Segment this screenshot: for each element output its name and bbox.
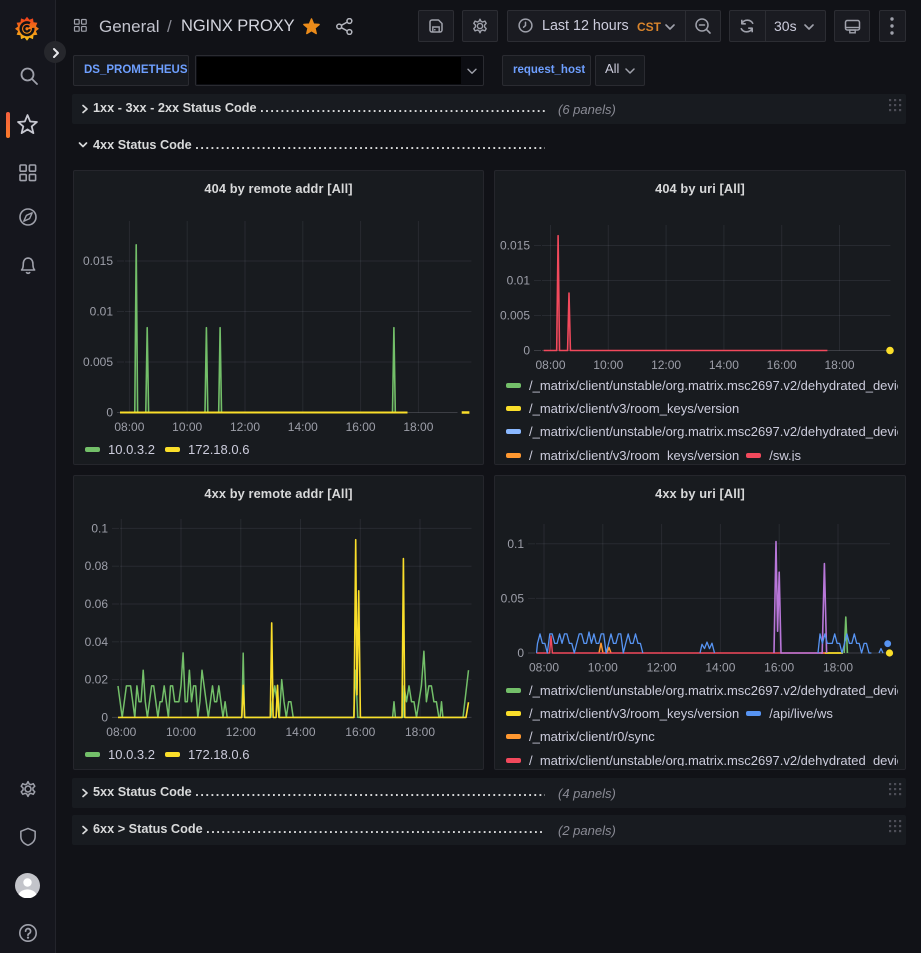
svg-text:12:00: 12:00 (226, 725, 256, 739)
svg-text:18:00: 18:00 (823, 661, 853, 675)
svg-text:0.08: 0.08 (85, 559, 109, 573)
svg-text:12:00: 12:00 (651, 358, 681, 372)
svg-text:14:00: 14:00 (285, 725, 315, 739)
svg-text:0: 0 (517, 646, 524, 660)
svg-text:14:00: 14:00 (709, 358, 739, 372)
svg-text:16:00: 16:00 (764, 661, 794, 675)
svg-text:0: 0 (101, 710, 108, 724)
svg-text:08:00: 08:00 (114, 420, 144, 434)
svg-text:0.015: 0.015 (83, 254, 113, 268)
svg-text:0.01: 0.01 (507, 274, 531, 288)
svg-text:18:00: 18:00 (405, 725, 435, 739)
svg-text:16:00: 16:00 (345, 725, 375, 739)
svg-text:12:00: 12:00 (647, 661, 677, 675)
svg-text:0: 0 (523, 344, 530, 358)
svg-text:0.005: 0.005 (500, 309, 530, 323)
svg-text:16:00: 16:00 (346, 420, 376, 434)
svg-text:0.1: 0.1 (91, 521, 108, 535)
svg-text:12:00: 12:00 (230, 420, 260, 434)
svg-text:10:00: 10:00 (588, 661, 618, 675)
svg-text:0.015: 0.015 (500, 239, 530, 253)
svg-text:16:00: 16:00 (767, 358, 797, 372)
svg-text:0.005: 0.005 (83, 355, 113, 369)
svg-text:08:00: 08:00 (535, 358, 565, 372)
svg-text:0.06: 0.06 (85, 597, 109, 611)
svg-text:08:00: 08:00 (106, 725, 136, 739)
svg-text:18:00: 18:00 (824, 358, 854, 372)
svg-text:08:00: 08:00 (529, 661, 559, 675)
svg-text:0: 0 (106, 406, 113, 420)
svg-text:0.05: 0.05 (501, 591, 525, 605)
svg-text:0.02: 0.02 (85, 673, 109, 687)
svg-text:0.1: 0.1 (507, 537, 524, 551)
svg-text:10:00: 10:00 (166, 725, 196, 739)
svg-text:14:00: 14:00 (288, 420, 318, 434)
svg-text:10:00: 10:00 (172, 420, 202, 434)
svg-text:18:00: 18:00 (403, 420, 433, 434)
svg-text:0.01: 0.01 (90, 305, 114, 319)
svg-text:14:00: 14:00 (705, 661, 735, 675)
svg-text:0.04: 0.04 (85, 635, 109, 649)
svg-text:10:00: 10:00 (593, 358, 623, 372)
